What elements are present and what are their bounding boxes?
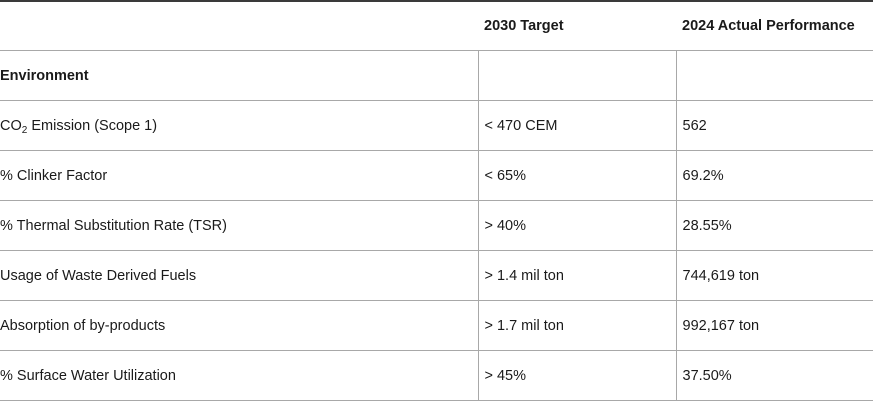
section-title: Environment (0, 50, 478, 101)
metric-label: Usage of Waste Derived Fuels (0, 250, 478, 301)
table-row: % Thermal Substitution Rate (TSR) > 40% … (0, 200, 873, 251)
actual-value: 562 (675, 100, 873, 151)
table-row: CO2 Emission (Scope 1) < 470 CEM 562 (0, 100, 873, 151)
metric-label: Absorption of by-products (0, 300, 478, 351)
table-row: % Surface Water Utilization > 45% 37.50% (0, 350, 873, 401)
metric-label: % Surface Water Utilization (0, 350, 478, 401)
table-top-rule (0, 0, 873, 2)
table-cell (477, 50, 676, 101)
target-value: > 40% (477, 200, 676, 251)
actual-value: 28.55% (675, 200, 873, 251)
metric-label: % Clinker Factor (0, 150, 478, 201)
header-2030-target: 2030 Target (478, 2, 676, 51)
actual-value: 744,619 ton (675, 250, 873, 301)
header-metric (0, 2, 478, 51)
metric-label: % Thermal Substitution Rate (TSR) (0, 200, 478, 251)
actual-value: 37.50% (675, 350, 873, 401)
metric-label: CO2 Emission (Scope 1) (0, 100, 478, 151)
actual-value: 992,167 ton (675, 300, 873, 351)
actual-value: 69.2% (675, 150, 873, 201)
table-row: Usage of Waste Derived Fuels > 1.4 mil t… (0, 250, 873, 301)
table-cell (675, 50, 873, 101)
target-value: > 1.4 mil ton (477, 250, 676, 301)
target-value: > 45% (477, 350, 676, 401)
table-row: % Clinker Factor < 65% 69.2% (0, 150, 873, 201)
header-2024-actual: 2024 Actual Performance (676, 2, 873, 51)
section-row: Environment (0, 50, 873, 101)
target-value: < 470 CEM (477, 100, 676, 151)
target-value: < 65% (477, 150, 676, 201)
table-row: Absorption of by-products > 1.7 mil ton … (0, 300, 873, 351)
target-value: > 1.7 mil ton (477, 300, 676, 351)
header-row: 2030 Target 2024 Actual Performance (0, 2, 873, 51)
